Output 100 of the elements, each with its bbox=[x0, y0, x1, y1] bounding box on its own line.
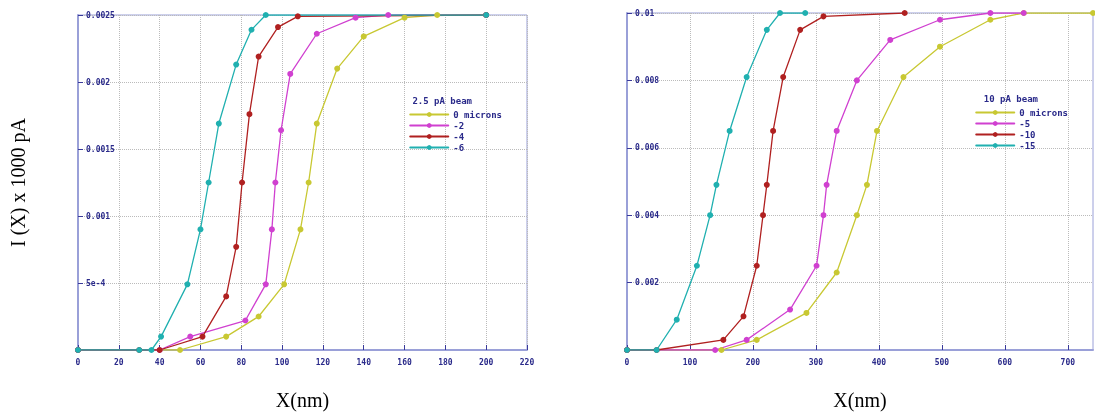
point bbox=[763, 181, 770, 188]
point bbox=[720, 336, 727, 343]
point bbox=[215, 120, 222, 127]
point bbox=[268, 226, 275, 233]
legend-title: 10 pA beam bbox=[983, 93, 1039, 104]
point bbox=[901, 10, 908, 16]
point bbox=[187, 333, 194, 340]
x-tick-label: 180 bbox=[438, 357, 453, 367]
point bbox=[718, 347, 725, 353]
point bbox=[197, 226, 204, 233]
x-tick-label: 80 bbox=[236, 357, 247, 367]
point bbox=[803, 309, 810, 316]
point bbox=[797, 26, 804, 33]
point bbox=[275, 24, 282, 31]
point bbox=[233, 243, 240, 250]
point bbox=[743, 336, 750, 343]
y-tick-label: 0.002 bbox=[86, 77, 111, 87]
y-tick-label: 0.002 bbox=[635, 278, 660, 288]
point bbox=[255, 313, 262, 320]
y-tick-label: 0.008 bbox=[635, 75, 660, 85]
point bbox=[313, 30, 320, 37]
point bbox=[352, 14, 359, 21]
x-tick-label: 200 bbox=[745, 357, 761, 367]
point bbox=[900, 74, 907, 81]
point bbox=[158, 333, 165, 340]
x-tick-label: 220 bbox=[519, 357, 535, 367]
x-tick-label: 160 bbox=[397, 357, 412, 367]
x-axis-title: X(nm) bbox=[275, 389, 330, 412]
x-tick-label: 140 bbox=[356, 357, 372, 367]
point bbox=[239, 179, 246, 186]
point bbox=[148, 347, 155, 353]
x-axis-title: X(nm) bbox=[833, 389, 887, 412]
point bbox=[262, 281, 269, 288]
legend-label: -15 bbox=[1019, 140, 1036, 151]
x-tick-label: 500 bbox=[934, 357, 950, 367]
point bbox=[740, 313, 747, 320]
x-tick-label: 200 bbox=[478, 357, 494, 367]
point bbox=[334, 65, 341, 72]
y-tick-label: 0.0025 bbox=[86, 10, 116, 20]
point bbox=[255, 53, 262, 60]
point bbox=[802, 10, 809, 16]
point bbox=[813, 262, 820, 269]
point bbox=[313, 120, 320, 127]
legend-label: 0 microns bbox=[1019, 107, 1069, 118]
point bbox=[863, 181, 870, 188]
legend-title: 2.5 pA beam bbox=[412, 95, 473, 106]
point bbox=[753, 262, 760, 269]
x-tick-label: 120 bbox=[315, 357, 331, 367]
point bbox=[434, 12, 441, 18]
y-tick-label: 0.0015 bbox=[86, 144, 116, 154]
y-axis-title: I (X) x 1000 pA bbox=[7, 117, 30, 247]
y-tick-label: 0.01 bbox=[635, 8, 655, 18]
point bbox=[833, 127, 840, 134]
point bbox=[743, 74, 750, 81]
legend-label: -2 bbox=[453, 120, 465, 131]
point bbox=[823, 181, 830, 188]
point bbox=[713, 181, 720, 188]
legend-label: -4 bbox=[453, 131, 465, 142]
point bbox=[281, 281, 288, 288]
point bbox=[278, 127, 285, 134]
point bbox=[753, 336, 760, 343]
x-tick-label: 100 bbox=[274, 357, 290, 367]
point bbox=[726, 127, 733, 134]
point bbox=[987, 16, 994, 23]
y-tick-label: 0.001 bbox=[86, 211, 111, 221]
y-tick-label: 5e-4 bbox=[86, 278, 106, 288]
point bbox=[853, 77, 860, 84]
x-tick-label: 100 bbox=[682, 357, 698, 367]
point bbox=[294, 13, 301, 20]
point bbox=[777, 10, 784, 16]
point bbox=[177, 347, 184, 353]
x-tick-label: 600 bbox=[997, 357, 1013, 367]
point bbox=[707, 212, 714, 219]
point bbox=[233, 61, 240, 68]
point bbox=[770, 127, 777, 134]
point bbox=[760, 212, 767, 219]
point bbox=[262, 12, 269, 18]
y-tick-label: 0.004 bbox=[635, 210, 660, 220]
point bbox=[246, 111, 253, 118]
x-tick-label: 40 bbox=[154, 357, 165, 367]
point bbox=[693, 262, 700, 269]
x-tick-label: 60 bbox=[195, 357, 206, 367]
x-tick-label: 0 bbox=[624, 357, 630, 367]
point bbox=[763, 26, 770, 33]
y-tick-label: 0.006 bbox=[635, 143, 660, 153]
x-tick-label: 300 bbox=[808, 357, 824, 367]
legend-label: -5 bbox=[1019, 118, 1031, 129]
point bbox=[874, 127, 880, 134]
point bbox=[199, 333, 206, 340]
point bbox=[936, 16, 943, 23]
x-tick-label: 20 bbox=[114, 357, 124, 367]
point bbox=[1090, 10, 1095, 16]
point bbox=[987, 10, 994, 16]
point bbox=[205, 179, 212, 186]
legend-label: -10 bbox=[1019, 129, 1036, 140]
point bbox=[385, 12, 392, 18]
legend-label: 0 microns bbox=[453, 109, 503, 120]
point bbox=[297, 226, 304, 233]
point bbox=[820, 212, 827, 219]
x-tick-label: 700 bbox=[1060, 357, 1076, 367]
